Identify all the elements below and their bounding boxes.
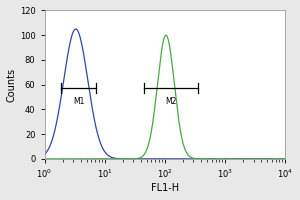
Text: M1: M1 <box>73 97 84 106</box>
X-axis label: FL1-H: FL1-H <box>151 183 179 193</box>
Text: M2: M2 <box>165 97 176 106</box>
Y-axis label: Counts: Counts <box>7 68 17 102</box>
